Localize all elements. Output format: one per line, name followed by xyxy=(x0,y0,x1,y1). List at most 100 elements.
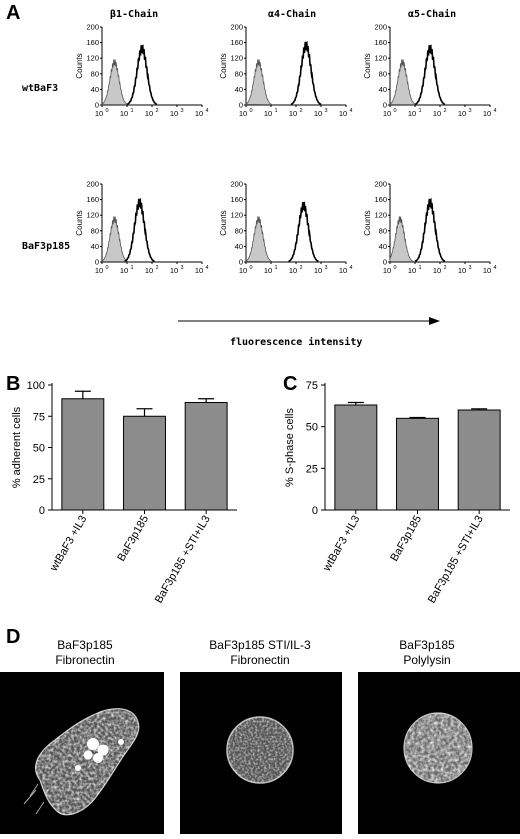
histogram-y-tick-label: 40 xyxy=(235,85,243,94)
bar-y-tick-label: 25 xyxy=(306,463,318,475)
histogram-y-tick-label: 160 xyxy=(230,195,243,204)
bar-y-tick-label: 0 xyxy=(312,505,318,517)
histogram-x-tick-exponent: 2 xyxy=(300,265,303,271)
histogram-y-label: Counts xyxy=(363,53,372,78)
histogram-y-tick-label: 200 xyxy=(86,23,99,32)
micrograph-label-2-line1: BaF3p185 STI/IL-3 xyxy=(209,638,311,652)
histogram-y-tick-label: 120 xyxy=(230,211,243,220)
histogram-y-tick-label: 40 xyxy=(91,85,99,94)
stained-histogram xyxy=(414,197,446,263)
bar-0 xyxy=(334,404,378,511)
histogram-x-tick-label: 10 xyxy=(170,266,178,275)
histogram-x-tick-label: 10 xyxy=(339,266,347,275)
panel-letter-b: B xyxy=(6,373,21,395)
micrograph-label-1: BaF3p185 Fibronectin xyxy=(20,638,150,668)
histogram-y-tick-label: 40 xyxy=(379,85,387,94)
micrograph-label-3: BaF3p185 Polylysin xyxy=(362,638,492,668)
histogram-y-tick-label: 200 xyxy=(86,180,99,189)
bar-y-label: % S-phase cells xyxy=(284,408,296,487)
histogram-x-tick-label: 10 xyxy=(145,109,153,118)
stained-histogram xyxy=(288,201,319,263)
bar-1 xyxy=(123,415,166,511)
bar-y-tick-label: 75 xyxy=(33,411,45,423)
histogram-y-tick-label: 120 xyxy=(230,54,243,63)
spread-cell-image xyxy=(23,708,140,816)
histogram-y-tick-label: 200 xyxy=(374,23,387,32)
histogram-x-tick-label: 10 xyxy=(145,266,153,275)
histogram-y-tick-label: 120 xyxy=(374,211,387,220)
histogram-x-tick-exponent: 2 xyxy=(444,265,447,271)
panel-letter-c: C xyxy=(283,373,298,395)
panel-letter-a: A xyxy=(6,2,21,24)
histogram-x-tick-exponent: 2 xyxy=(156,108,159,114)
histogram-x-tick-label: 10 xyxy=(408,266,416,275)
control-histogram xyxy=(389,216,415,263)
control-histogram xyxy=(389,59,418,106)
histogram-y-label: Counts xyxy=(363,210,372,235)
fluorescence-intensity-label: fluorescence intensity xyxy=(230,337,363,348)
control-histogram xyxy=(101,216,130,263)
bar-y-tick-label: 100 xyxy=(27,380,45,392)
bar-y-tick-label: 50 xyxy=(33,443,45,455)
bar-2 xyxy=(184,402,228,511)
round-cell-image-2 xyxy=(403,712,473,784)
histogram-x-tick-label: 10 xyxy=(195,109,203,118)
histogram-y-tick-label: 120 xyxy=(86,211,99,220)
histogram-x-tick-label: 10 xyxy=(264,266,272,275)
micrograph-label-3-line1: BaF3p185 xyxy=(399,638,455,652)
histogram-x-tick-exponent: 1 xyxy=(275,108,278,114)
histogram-x-tick-exponent: 3 xyxy=(181,108,184,114)
histogram-y-tick-label: 80 xyxy=(91,226,99,235)
control-histogram xyxy=(245,216,274,263)
histogram-x-tick-label: 10 xyxy=(483,109,491,118)
histogram-y-tick-label: 200 xyxy=(374,180,387,189)
adherent-cells-bar-chart: 0 25 50 75 100 % adherent cells wtBaF3 +IL3 BaF… xyxy=(11,380,237,605)
bar-y-tick-label: 0 xyxy=(39,505,45,517)
histogram-x-tick-exponent: 2 xyxy=(156,265,159,271)
stained-histogram xyxy=(290,40,322,106)
histogram-x-tick-label: 10 xyxy=(120,109,128,118)
histogram-x-tick-label: 10 xyxy=(120,266,128,275)
histogram-x-tick-exponent: 0 xyxy=(394,108,397,114)
histogram-y-tick-label: 40 xyxy=(379,242,387,251)
histogram-x-tick-label: 10 xyxy=(239,266,247,275)
histogram-x-tick-label: 10 xyxy=(314,109,322,118)
histogram-y-tick-label: 200 xyxy=(230,23,243,32)
bar-y-tick-label: 25 xyxy=(33,474,45,486)
control-histogram xyxy=(101,59,130,106)
stained-histogram xyxy=(126,44,158,106)
histogram-x-tick-exponent: 4 xyxy=(206,108,209,114)
histogram-x-tick-label: 10 xyxy=(433,109,441,118)
bar-category-label-1: BaF3p185 xyxy=(388,514,424,564)
histogram-y-tick-label: 0 xyxy=(95,258,99,267)
histogram-x-tick-label: 10 xyxy=(170,109,178,118)
histogram-x-tick-label: 10 xyxy=(95,109,103,118)
histogram-y-tick-label: 0 xyxy=(383,101,387,110)
stained-histogram xyxy=(414,44,446,106)
panel-letter-d: D xyxy=(6,626,21,648)
histogram-x-tick-exponent: 4 xyxy=(206,265,209,271)
histogram-x-tick-exponent: 4 xyxy=(494,265,497,271)
histogram-x-tick-label: 10 xyxy=(408,109,416,118)
histogram-x-tick-label: 10 xyxy=(383,266,391,275)
stained-histogram xyxy=(124,197,155,263)
micrograph-polylysin xyxy=(358,672,520,834)
histogram-y-tick-label: 80 xyxy=(379,226,387,235)
s-phase-cells-bar-chart: 0 25 50 75 % S-phase cells wtBaF3 +IL3 BaF3p18… xyxy=(284,380,510,605)
histogram-x-tick-exponent: 0 xyxy=(250,265,253,271)
histogram-x-tick-label: 10 xyxy=(239,109,247,118)
histogram-x-tick-exponent: 1 xyxy=(131,108,134,114)
histogram-y-tick-label: 80 xyxy=(91,69,99,78)
histogram-y-tick-label: 0 xyxy=(239,101,243,110)
fluorescence-arrow xyxy=(178,317,440,325)
histogram-x-tick-exponent: 0 xyxy=(106,108,109,114)
histogram-x-tick-exponent: 4 xyxy=(494,108,497,114)
histogram-x-tick-exponent: 3 xyxy=(181,265,184,271)
column-header-alpha4: α4-Chain xyxy=(268,9,317,20)
histogram-x-tick-label: 10 xyxy=(339,109,347,118)
